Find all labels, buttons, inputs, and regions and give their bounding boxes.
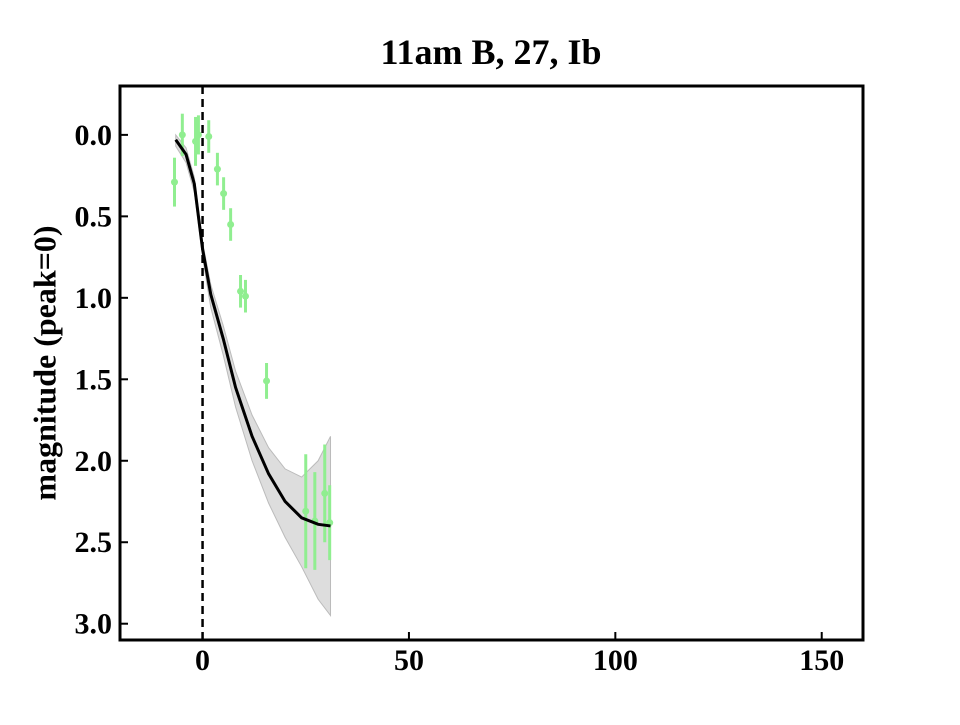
data-point xyxy=(263,377,271,385)
data-point xyxy=(205,133,213,141)
data-point xyxy=(170,178,178,186)
plot-frame xyxy=(118,84,865,642)
data-point xyxy=(241,292,249,300)
y-tick-label: 1.5 xyxy=(75,363,113,396)
y-tick-label: 0.0 xyxy=(75,119,113,152)
data-point xyxy=(302,507,310,515)
data-point xyxy=(194,131,202,139)
y-axis-label: magnitude (peak=0) xyxy=(26,225,62,500)
x-tick-label: 50 xyxy=(394,644,424,677)
data-point xyxy=(220,190,228,198)
x-tick-label: 100 xyxy=(593,644,638,677)
fit-band xyxy=(175,133,332,618)
y-tick-label: 0.5 xyxy=(75,200,113,233)
y-tick-label: 1.0 xyxy=(75,282,113,315)
chart-title: 11am B, 27, Ib xyxy=(380,32,601,72)
x-tick-label: 0 xyxy=(195,644,210,677)
data-point xyxy=(321,489,329,497)
data-point xyxy=(178,131,186,139)
y-tick-label: 3.0 xyxy=(75,608,113,641)
x-tick-label: 150 xyxy=(799,644,844,677)
y-tick-label: 2.5 xyxy=(75,526,113,559)
fit-line xyxy=(174,138,331,528)
data-point xyxy=(213,165,221,173)
y-tick-label: 2.0 xyxy=(75,445,113,478)
data-point xyxy=(227,221,235,228)
data-point xyxy=(237,287,245,295)
